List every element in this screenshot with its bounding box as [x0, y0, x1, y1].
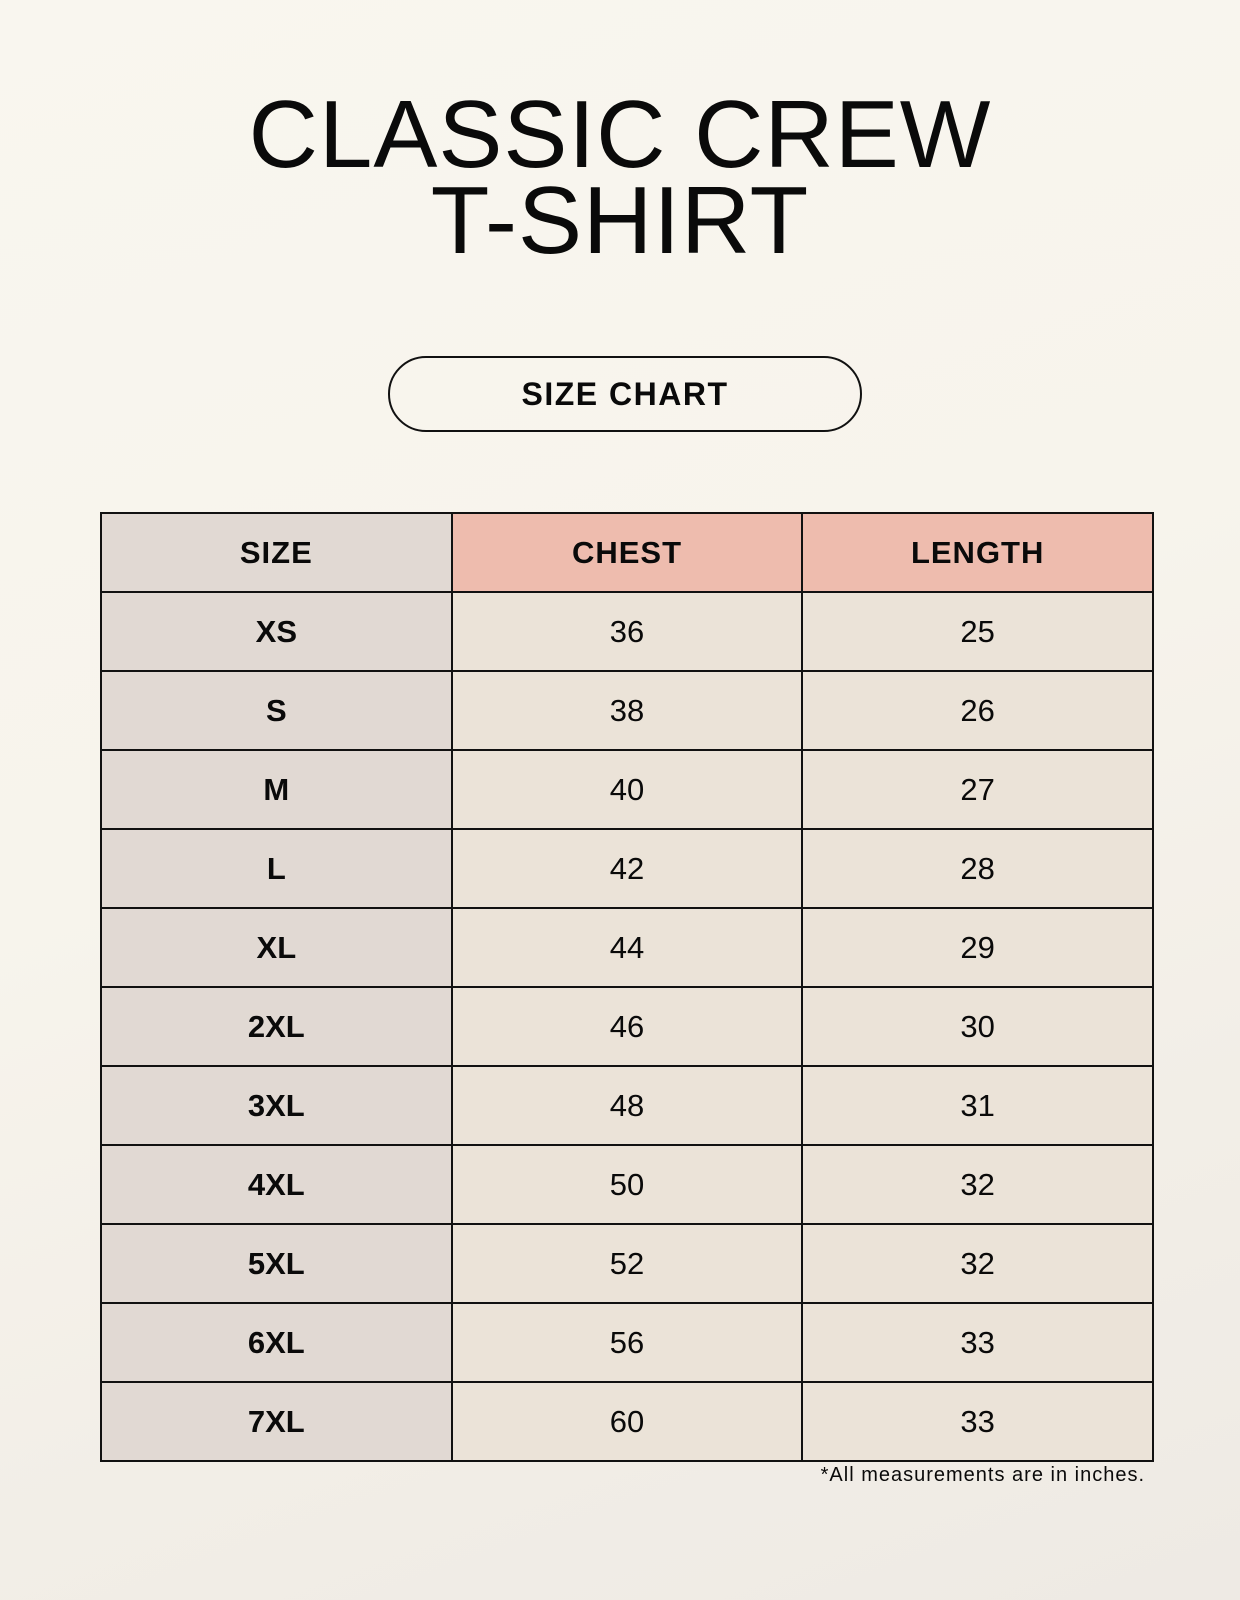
cell-size: M: [100, 749, 453, 830]
cell-chest: 44: [450, 907, 804, 988]
cell-chest: 38: [450, 670, 804, 751]
cell-length: 26: [801, 670, 1154, 751]
header-size: SIZE: [100, 512, 453, 593]
cell-length: 29: [801, 907, 1154, 988]
size-table: SIZE CHEST LENGTH XS 36 25 S 38 26 M 40 27 L 42 28 X…: [100, 512, 1154, 1462]
header-chest: CHEST: [450, 512, 804, 593]
cell-size: XS: [100, 591, 453, 672]
cell-size: 3XL: [100, 1065, 453, 1146]
cell-chest: 36: [450, 591, 804, 672]
cell-size: L: [100, 828, 453, 909]
cell-length: 33: [801, 1381, 1154, 1462]
cell-size: 6XL: [100, 1302, 453, 1383]
cell-length: 33: [801, 1302, 1154, 1383]
cell-length: 31: [801, 1065, 1154, 1146]
footnote: *All measurements are in inches.: [820, 1464, 1145, 1486]
title-line-1: CLASSIC CREW: [248, 81, 992, 188]
table-row: 2XL 46 30: [100, 986, 1154, 1067]
header-length: LENGTH: [801, 512, 1154, 593]
cell-size: S: [100, 670, 453, 751]
title-line-2: T-SHIRT: [430, 167, 810, 274]
cell-length: 25: [801, 591, 1154, 672]
cell-length: 27: [801, 749, 1154, 830]
table-header-row: SIZE CHEST LENGTH: [100, 512, 1154, 593]
cell-length: 32: [801, 1144, 1154, 1225]
table-row: XS 36 25: [100, 591, 1154, 672]
table-row: L 42 28: [100, 828, 1154, 909]
cell-size: 4XL: [100, 1144, 453, 1225]
cell-size: 5XL: [100, 1223, 453, 1304]
cell-length: 30: [801, 986, 1154, 1067]
cell-chest: 42: [450, 828, 804, 909]
cell-chest: 48: [450, 1065, 804, 1146]
cell-chest: 60: [450, 1381, 804, 1462]
cell-size: 2XL: [100, 986, 453, 1067]
cell-chest: 52: [450, 1223, 804, 1304]
cell-chest: 40: [450, 749, 804, 830]
cell-length: 28: [801, 828, 1154, 909]
table-row: 4XL 50 32: [100, 1144, 1154, 1225]
table-row: S 38 26: [100, 670, 1154, 751]
cell-chest: 46: [450, 986, 804, 1067]
cell-chest: 56: [450, 1302, 804, 1383]
size-chart-badge: SIZE CHART: [388, 356, 862, 432]
table-row: 7XL 60 33: [100, 1381, 1154, 1462]
cell-chest: 50: [450, 1144, 804, 1225]
table-row: M 40 27: [100, 749, 1154, 830]
table-row: 5XL 52 32: [100, 1223, 1154, 1304]
cell-length: 32: [801, 1223, 1154, 1304]
cell-size: 7XL: [100, 1381, 453, 1462]
page-title: CLASSIC CREW T-SHIRT: [0, 81, 1240, 274]
table-row: 3XL 48 31: [100, 1065, 1154, 1146]
cell-size: XL: [100, 907, 453, 988]
table-row: 6XL 56 33: [100, 1302, 1154, 1383]
table-row: XL 44 29: [100, 907, 1154, 988]
